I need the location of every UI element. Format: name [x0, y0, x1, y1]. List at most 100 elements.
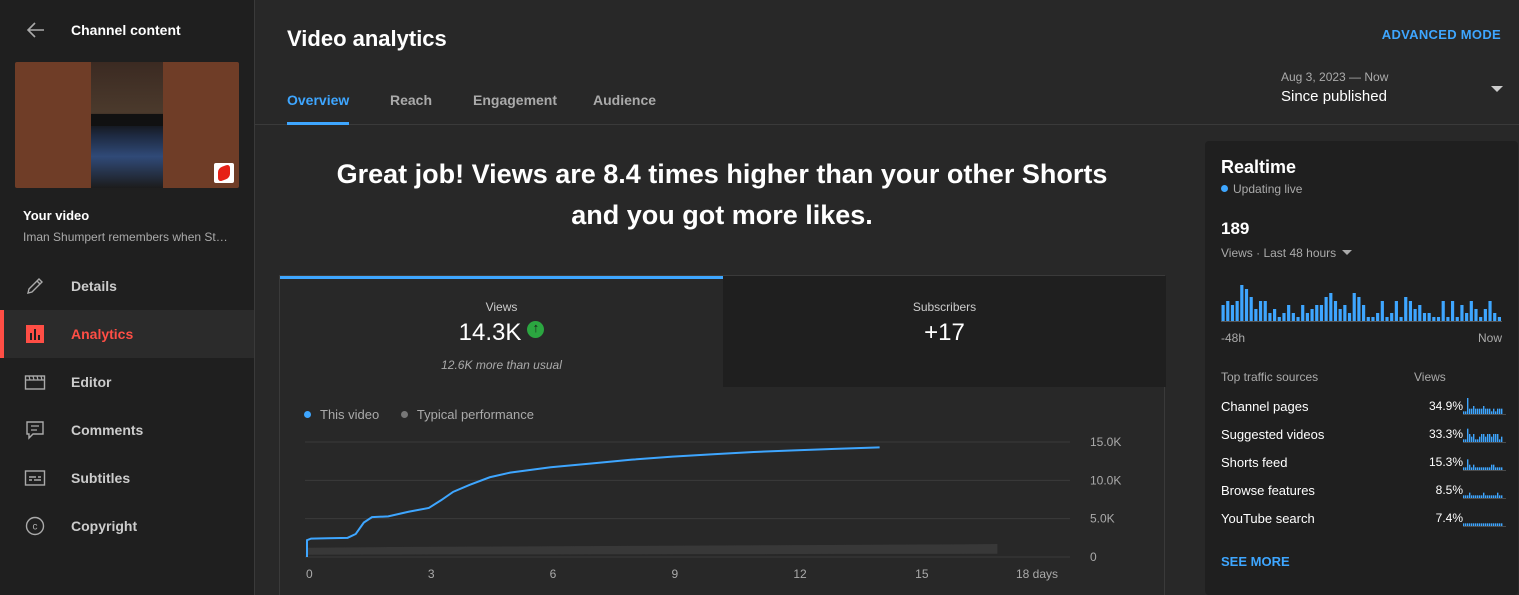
realtime-bar: [1329, 293, 1333, 321]
spark-bar: [1495, 467, 1497, 470]
subscribers-metric-tab[interactable]: Subscribers +17: [723, 276, 1166, 387]
spark-bar: [1473, 495, 1475, 498]
subtitles-icon: [24, 470, 46, 486]
traffic-sparkline: [1463, 428, 1506, 443]
spark-bar: [1471, 467, 1473, 470]
x-tick-label: 0: [306, 567, 313, 581]
views-metric-tab[interactable]: Views 14.3K 12.6K more than usual: [280, 276, 723, 387]
spark-bar: [1471, 408, 1473, 414]
views-line-chart[interactable]: 0 5.0K 10.0K 15.0K 0 3 6 9 12 15 18 days: [280, 426, 1164, 595]
spark-bar: [1489, 408, 1491, 414]
spark-bar: [1477, 523, 1479, 526]
advanced-mode-button[interactable]: ADVANCED MODE: [1381, 27, 1501, 42]
headline-line-1: Great job! Views are 8.4 times higher th…: [336, 159, 1108, 189]
views-comparison: 12.6K more than usual: [441, 358, 562, 372]
legend-label: This video: [320, 407, 380, 422]
spark-bar: [1495, 495, 1497, 498]
legend-typical[interactable]: Typical performance: [400, 407, 534, 422]
y-tick-label: 10.0K: [1090, 473, 1121, 487]
views-value-row: 14.3K: [280, 319, 723, 347]
spark-bar: [1497, 523, 1499, 526]
realtime-bar: [1450, 301, 1455, 321]
spark-bar: [1481, 523, 1483, 526]
traffic-source-row[interactable]: Channel pages 34.9%: [1221, 396, 1506, 416]
spark-bar: [1467, 495, 1469, 498]
video-title[interactable]: Iman Shumpert remembers when St…: [23, 230, 228, 244]
sidebar-item-details[interactable]: Details: [0, 262, 254, 310]
sidebar-item-copyright[interactable]: c Copyright: [0, 502, 254, 550]
realtime-range-dropdown[interactable]: Views · Last 48 hours: [1221, 246, 1353, 260]
spark-bar: [1501, 523, 1503, 526]
see-more-button[interactable]: SEE MORE: [1221, 554, 1290, 569]
legend-this-video[interactable]: This video: [304, 407, 379, 422]
sidebar-item-editor[interactable]: Editor: [0, 358, 254, 406]
realtime-bar: [1254, 309, 1258, 321]
spark-bar: [1501, 495, 1503, 498]
realtime-bar: [1460, 305, 1464, 321]
realtime-bar-chart[interactable]: [1221, 280, 1502, 322]
traffic-source-row[interactable]: Suggested videos 33.3%: [1221, 424, 1506, 444]
date-range-picker[interactable]: Aug 3, 2023 — Now Since published: [1281, 70, 1511, 110]
spark-bar: [1479, 495, 1481, 498]
spark-bar: [1491, 436, 1493, 442]
x-tick-label: 15: [915, 567, 929, 581]
realtime-bar: [1296, 317, 1300, 321]
spark-bar: [1491, 495, 1493, 498]
realtime-bar: [1366, 317, 1370, 321]
traffic-source-name: Suggested videos: [1221, 427, 1325, 442]
headline-line-2: and you got more likes.: [571, 200, 873, 230]
channel-content-title: Channel content: [71, 22, 181, 38]
traffic-source-row[interactable]: Shorts feed 15.3%: [1221, 452, 1506, 472]
traffic-sparkline: [1463, 398, 1506, 415]
realtime-bar: [1479, 317, 1483, 321]
realtime-bar: [1268, 313, 1272, 321]
traffic-source-row[interactable]: Browse features 8.5%: [1221, 480, 1506, 500]
spark-bar: [1481, 495, 1483, 498]
spark-bar: [1477, 439, 1479, 442]
spark-bar: [1471, 436, 1473, 442]
video-thumbnail[interactable]: [15, 62, 239, 188]
realtime-bar: [1315, 305, 1319, 321]
spark-bar: [1501, 467, 1503, 470]
spark-bar: [1473, 523, 1475, 526]
spark-bar: [1493, 434, 1495, 442]
traffic-source-row[interactable]: YouTube search 7.4%: [1221, 508, 1506, 528]
sidebar-item-comments[interactable]: Comments: [0, 406, 254, 454]
realtime-bar: [1301, 305, 1305, 321]
spark-bar: [1489, 467, 1491, 470]
back-row[interactable]: Channel content: [0, 0, 255, 60]
spark-bar: [1493, 495, 1495, 498]
x-tick-label: 18 days: [1016, 567, 1058, 581]
realtime-bar: [1413, 309, 1417, 321]
tab-reach[interactable]: Reach: [390, 92, 433, 108]
realtime-bar: [1258, 301, 1263, 321]
realtime-bar: [1362, 305, 1366, 321]
spark-bar: [1475, 439, 1477, 442]
realtime-bar: [1371, 317, 1375, 321]
legend-dot-icon: [304, 411, 311, 418]
tab-overview[interactable]: Overview: [287, 92, 350, 125]
realtime-bar: [1441, 301, 1445, 321]
tab-engagement[interactable]: Engagement: [473, 92, 558, 108]
realtime-bar: [1380, 301, 1384, 321]
thumbnail-image: [91, 62, 163, 188]
sidebar-item-subtitles[interactable]: Subtitles: [0, 454, 254, 502]
back-arrow-icon[interactable]: [24, 18, 48, 42]
spark-bar: [1489, 434, 1491, 442]
sidebar-item-analytics[interactable]: Analytics: [0, 310, 254, 358]
header: Video analytics ADVANCED MODE Overview R…: [255, 0, 1519, 125]
spark-bar: [1487, 434, 1489, 442]
spark-bar: [1487, 523, 1489, 526]
realtime-bar: [1385, 317, 1389, 321]
realtime-bar: [1263, 301, 1267, 321]
traffic-source-pct: 34.9%: [1428, 399, 1463, 413]
y-tick-label: 5.0K: [1090, 512, 1115, 526]
metric-card: Views 14.3K 12.6K more than usual Subscr…: [279, 275, 1166, 595]
realtime-bar: [1493, 313, 1497, 321]
realtime-range-label: Views · Last 48 hours: [1221, 246, 1337, 260]
realtime-bar: [1235, 301, 1239, 321]
tab-audience[interactable]: Audience: [593, 92, 657, 108]
spark-bar: [1497, 492, 1499, 498]
spark-bar: [1501, 436, 1503, 442]
spark-bar: [1465, 439, 1467, 442]
